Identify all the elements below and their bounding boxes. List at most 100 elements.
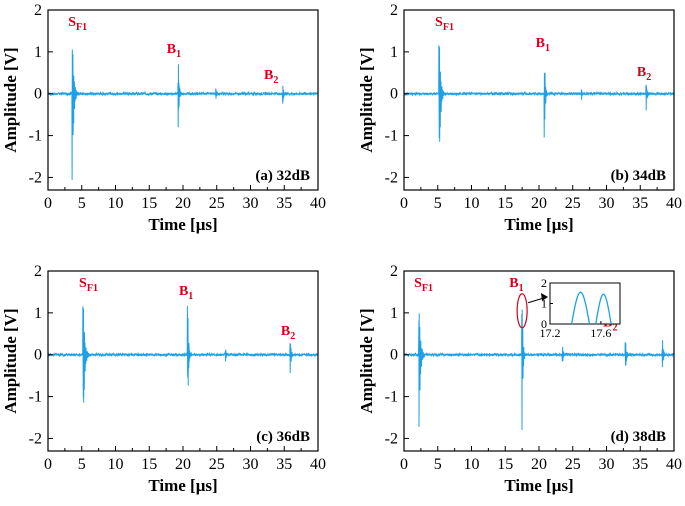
x-tick-label: 20 bbox=[531, 456, 547, 473]
x-tick-label: 30 bbox=[243, 195, 259, 212]
peak-label: SF1 bbox=[79, 276, 98, 294]
axes-frame bbox=[47, 9, 319, 191]
peak-label-main: B bbox=[637, 65, 646, 80]
x-tick-label: 10 bbox=[464, 456, 480, 473]
signal-trace bbox=[403, 45, 675, 142]
y-tick-label: 1 bbox=[34, 44, 42, 61]
peak-label-sub: 1 bbox=[188, 291, 193, 302]
peak-label: SF1 bbox=[68, 15, 87, 33]
peak-label: B2 bbox=[281, 324, 295, 342]
peak-label-main: B bbox=[536, 36, 545, 51]
peak-label-main: S bbox=[435, 15, 443, 30]
x-tick-label: 15 bbox=[141, 456, 157, 473]
panel-label: (d) 38dB bbox=[611, 429, 666, 445]
x-tick-label: 40 bbox=[666, 456, 682, 473]
peak-label: B2 bbox=[637, 65, 651, 83]
x-tick-label: 35 bbox=[276, 195, 292, 212]
peak-label-main: B bbox=[179, 284, 188, 299]
y-tick-label: -2 bbox=[385, 430, 398, 447]
peak-label-sub: 1 bbox=[176, 49, 181, 60]
peak-label: SF1 bbox=[414, 276, 433, 294]
x-tick-label: 5 bbox=[78, 456, 86, 473]
peak-label-sub: F1 bbox=[443, 22, 454, 33]
axes-frame bbox=[403, 270, 675, 452]
y-tick-label: 2 bbox=[390, 263, 398, 280]
inset-y-tick-label: 0 bbox=[541, 317, 547, 331]
x-tick-label: 0 bbox=[44, 195, 52, 212]
peak-label-sub: 1 bbox=[545, 43, 550, 54]
x-tick-label: 40 bbox=[310, 195, 326, 212]
x-tick-label: 30 bbox=[599, 195, 615, 212]
panel-label: (a) 32dB bbox=[255, 168, 310, 184]
peak-label-sub: 2 bbox=[273, 75, 278, 86]
peak-label-main: S bbox=[68, 15, 76, 30]
x-tick-label: 35 bbox=[276, 456, 292, 473]
peak-label-main: B bbox=[264, 68, 273, 83]
x-tick-label: 0 bbox=[44, 456, 52, 473]
signal-trace bbox=[47, 305, 319, 403]
inset-trace bbox=[570, 291, 591, 325]
peak-label-main: B bbox=[167, 42, 176, 57]
peak-label-main: B bbox=[281, 324, 290, 339]
inset-y-tick-label: 2 bbox=[541, 276, 547, 290]
x-tick-label: 5 bbox=[78, 195, 86, 212]
inset-zoom: 17.2 17.6 0 1 2 bbox=[516, 276, 621, 340]
panel-label: (c) 36dB bbox=[256, 429, 310, 445]
peak-label-main: B bbox=[509, 276, 518, 291]
zoom-arrow-head bbox=[541, 293, 548, 301]
panel-label: (b) 34dB bbox=[611, 168, 666, 184]
peak-label-sub: 2 bbox=[646, 72, 651, 83]
peak-label: B1 bbox=[536, 36, 550, 54]
x-tick-label: 20 bbox=[175, 195, 191, 212]
x-axis-label: Time [μs] bbox=[504, 215, 573, 234]
x-tick-label: 35 bbox=[632, 456, 648, 473]
x-tick-label: 20 bbox=[175, 456, 191, 473]
y-tick-label: -2 bbox=[385, 169, 398, 186]
x-tick-label: 0 bbox=[400, 456, 408, 473]
inset-x-tick-label: 17.2 bbox=[540, 326, 561, 340]
y-tick-label: 0 bbox=[390, 86, 398, 103]
y-axis-label: Amplitude [V] bbox=[357, 47, 376, 152]
x-tick-label: 10 bbox=[108, 456, 124, 473]
peak-label: SF1 bbox=[435, 15, 454, 33]
y-tick-label: 1 bbox=[390, 44, 398, 61]
zoom-ellipse bbox=[516, 293, 528, 329]
y-tick-label: 0 bbox=[390, 347, 398, 364]
peak-label-sub: F1 bbox=[87, 283, 98, 294]
y-tick-label: -1 bbox=[29, 128, 42, 145]
x-tick-label: 30 bbox=[243, 456, 259, 473]
chart-panel-3: 0 5 10 15 20 25 30 35 40 -2 -1 0 1 2 Time [μs] Amplitud… bbox=[1, 263, 326, 495]
peak-label-sub: 2 bbox=[612, 323, 617, 334]
x-axis-label: Time [μs] bbox=[148, 476, 217, 495]
y-tick-label: 1 bbox=[34, 305, 42, 322]
x-tick-label: 35 bbox=[632, 195, 648, 212]
y-axis-label: Amplitude [V] bbox=[1, 47, 20, 152]
peak-label-sub: F1 bbox=[76, 22, 87, 33]
x-tick-label: 40 bbox=[310, 456, 326, 473]
peak-label-sub: 1 bbox=[519, 283, 524, 294]
y-tick-label: -1 bbox=[385, 389, 398, 406]
peak-label: B1 bbox=[509, 276, 523, 294]
inset-x-tick-label: 17.6 bbox=[590, 326, 611, 340]
x-tick-label: 5 bbox=[434, 195, 442, 212]
x-tick-label: 25 bbox=[565, 456, 581, 473]
x-tick-label: 30 bbox=[599, 456, 615, 473]
peak-label-sub: 2 bbox=[290, 331, 295, 342]
y-tick-label: 2 bbox=[34, 2, 42, 19]
y-axis-label: Amplitude [V] bbox=[1, 308, 20, 413]
y-tick-label: -1 bbox=[29, 389, 42, 406]
x-tick-label: 20 bbox=[531, 195, 547, 212]
peak-label: B1 bbox=[167, 42, 181, 60]
x-tick-label: 25 bbox=[209, 456, 225, 473]
peak-label-main: S bbox=[79, 276, 87, 291]
peak-label: B2 bbox=[264, 68, 278, 86]
y-tick-label: 1 bbox=[390, 305, 398, 322]
y-tick-label: -2 bbox=[29, 169, 42, 186]
x-tick-label: 10 bbox=[108, 195, 124, 212]
signal-trace bbox=[47, 49, 319, 180]
x-tick-label: 25 bbox=[565, 195, 581, 212]
x-tick-label: 15 bbox=[497, 456, 513, 473]
chart-panel-1: 0 5 10 15 20 25 30 35 40 -2 -1 0 1 2 Time [μs] Amplitud… bbox=[1, 2, 326, 234]
